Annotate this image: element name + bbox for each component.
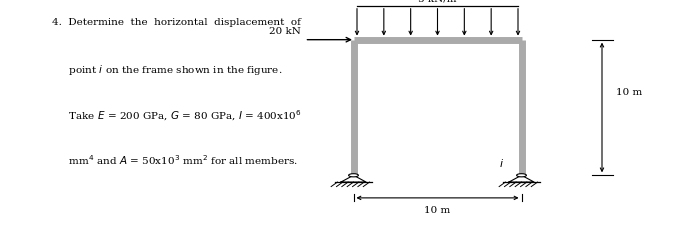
Text: point $i$ on the frame shown in the figure.: point $i$ on the frame shown in the figu… <box>52 63 283 77</box>
Polygon shape <box>509 176 534 182</box>
Text: 4.  Determine  the  horizontal  displacement  of: 4. Determine the horizontal displacement… <box>52 18 302 27</box>
Circle shape <box>517 174 526 177</box>
Polygon shape <box>341 176 366 182</box>
Text: Take $E$ = 200 GPa, $G$ = 80 GPa, $I$ = 400x10$^6$: Take $E$ = 200 GPa, $G$ = 80 GPa, $I$ = … <box>52 108 302 122</box>
Text: 10 m: 10 m <box>424 205 451 214</box>
Circle shape <box>349 174 358 177</box>
Text: 5 kN/m: 5 kN/m <box>419 0 456 3</box>
Text: $i$: $i$ <box>499 157 504 169</box>
Text: 20 kN: 20 kN <box>269 27 301 36</box>
Text: mm$^4$ and $A$ = 50x10$^3$ mm$^2$ for all members.: mm$^4$ and $A$ = 50x10$^3$ mm$^2$ for al… <box>52 153 298 167</box>
Text: 10 m: 10 m <box>616 88 643 97</box>
